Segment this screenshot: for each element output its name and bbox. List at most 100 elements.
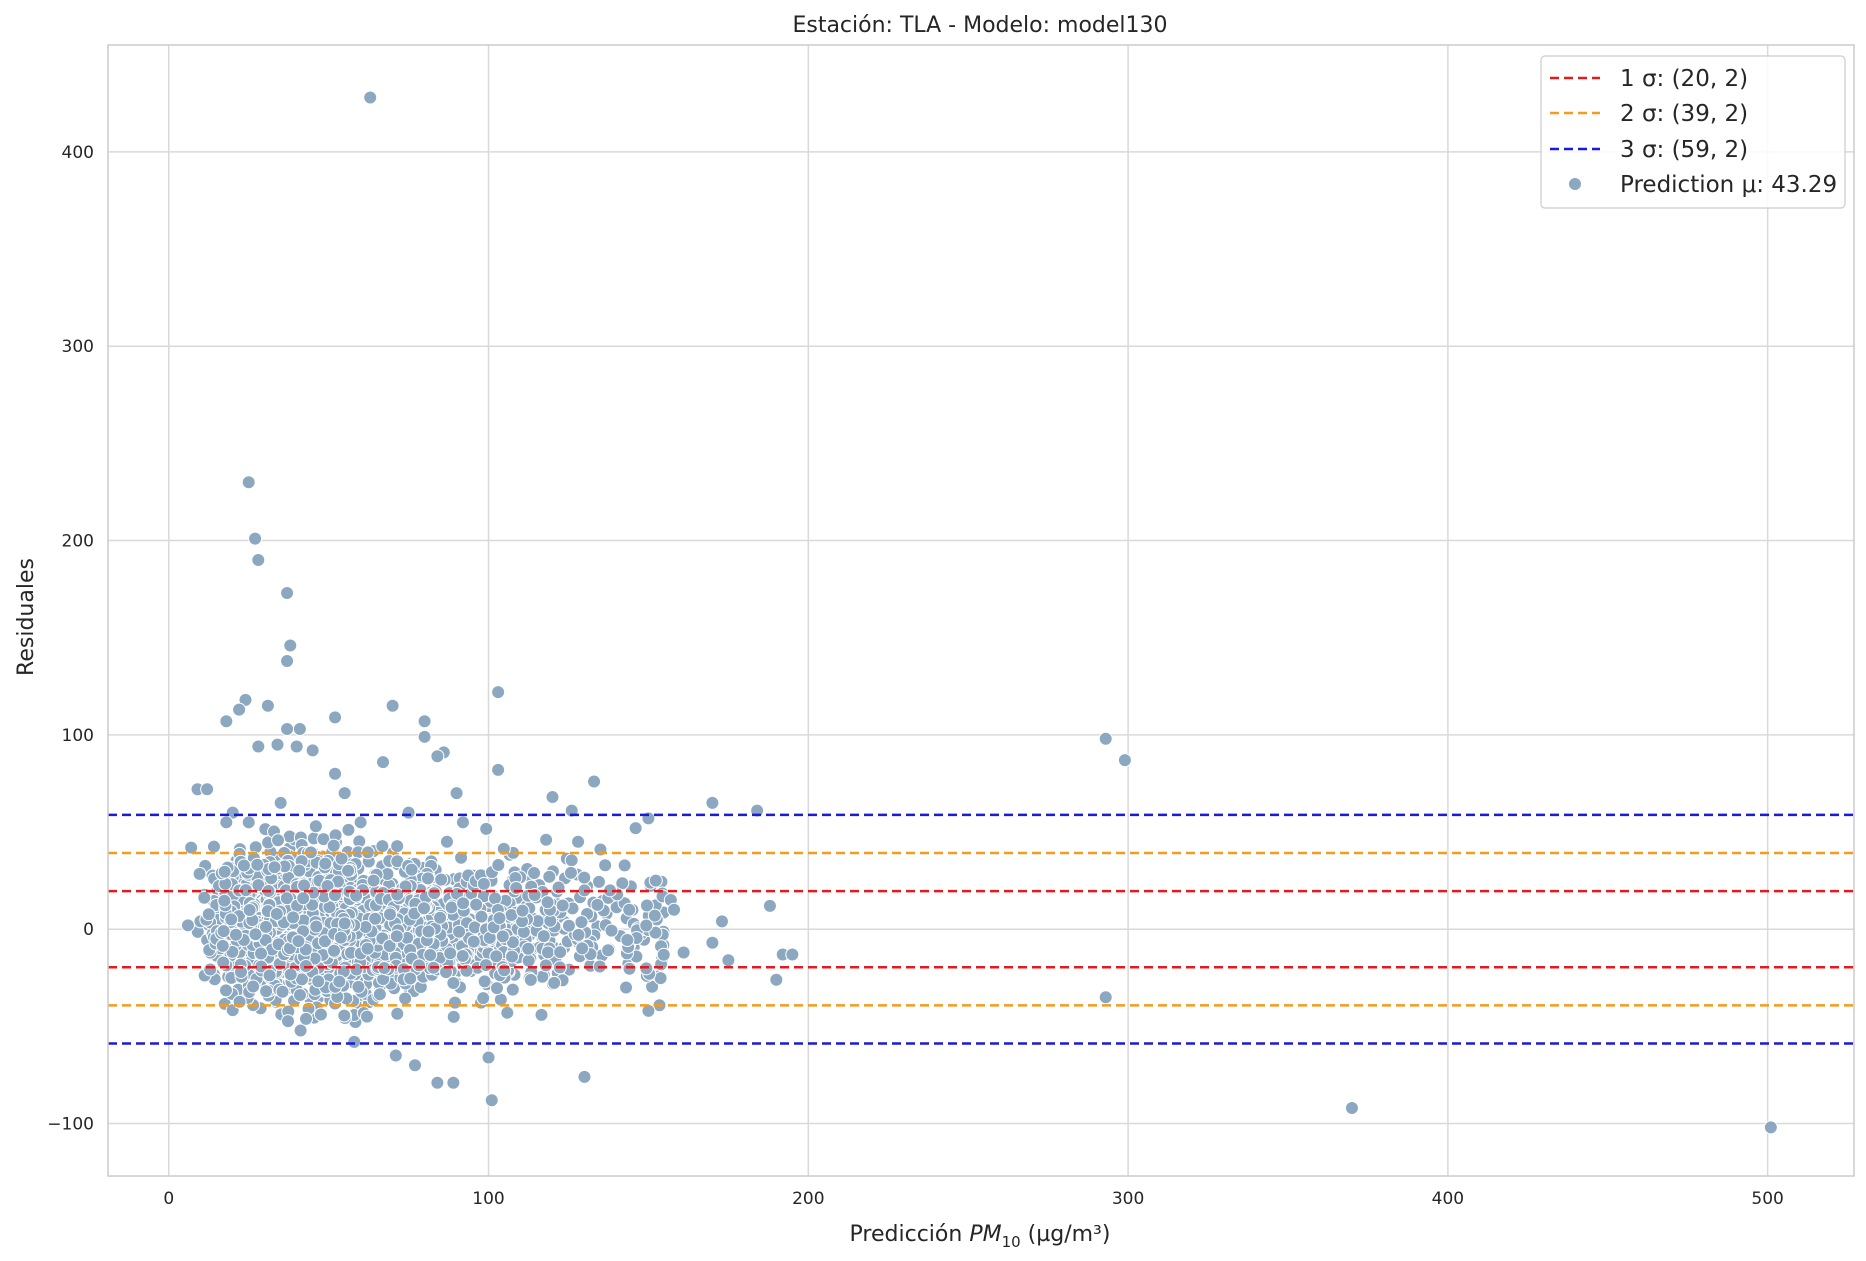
scatter-point [705, 795, 720, 810]
scatter-point [577, 870, 592, 885]
scatter-point [224, 912, 239, 927]
scatter-point [523, 972, 538, 987]
scatter-point [538, 958, 553, 973]
scatter-point [201, 907, 216, 922]
scatter-point [332, 974, 347, 989]
scatter-point [236, 858, 251, 873]
scatter-point [443, 946, 458, 961]
scatter-point [561, 918, 576, 933]
scatter-point [521, 953, 536, 968]
scatter-point [180, 918, 195, 933]
scatter-point [639, 918, 654, 933]
x-tick-label: 300 [1112, 1189, 1144, 1209]
scatter-point [215, 938, 230, 953]
scatter-point [385, 698, 400, 713]
scatter-point [296, 891, 311, 906]
scatter-point [515, 903, 530, 918]
legend-box [1540, 55, 1846, 209]
scatter-point [238, 692, 253, 707]
scatter-point [476, 876, 491, 891]
scatter-point [401, 805, 416, 820]
scatter-point [260, 698, 275, 713]
scatter-point [280, 586, 295, 601]
tick-labels: 0 100 200 300 400 500 −100 0 100 200 300 400 [47, 143, 1784, 1209]
scatter-point [298, 958, 313, 973]
scatter-point [536, 929, 551, 944]
scatter-point [311, 974, 326, 989]
scatter-point [555, 898, 570, 913]
scatter-point [714, 914, 729, 929]
scatter-point [622, 902, 637, 917]
scatter-point [318, 856, 333, 871]
scatter-point [242, 903, 257, 918]
x-tick-label: 0 [163, 1189, 174, 1209]
x-tick-label: 200 [792, 1189, 824, 1209]
scatter-point [492, 911, 507, 926]
scatter-point [439, 834, 454, 849]
scatter-point [217, 893, 232, 908]
legend-marker-prediction [1568, 177, 1582, 191]
scatter-point [617, 858, 632, 873]
scatter-point [333, 930, 348, 945]
scatter-point [192, 866, 207, 881]
scatter-point [258, 919, 273, 934]
scatter-point [505, 949, 520, 964]
scatter-point [292, 988, 307, 1003]
scatter-point [219, 815, 234, 830]
y-tick-label: 400 [62, 143, 94, 163]
scatter-point [327, 943, 342, 958]
scatter-point [434, 872, 449, 887]
scatter-point [476, 991, 491, 1006]
scatter-point [598, 858, 613, 873]
scatter-point [491, 762, 506, 777]
scatter-point [574, 915, 589, 930]
y-tick-label: 200 [62, 532, 94, 552]
scatter-point [360, 1009, 375, 1024]
scatter-point [200, 782, 215, 797]
scatter-point [705, 935, 720, 950]
scatter-point [368, 911, 383, 926]
scatter-point [509, 880, 524, 895]
scatter-point [283, 967, 298, 982]
scatter-point [491, 685, 506, 700]
scatter-point [320, 878, 335, 893]
scatter-point [232, 702, 247, 717]
scatter-point [328, 710, 343, 725]
scatter-point [248, 927, 263, 942]
scatter-point [527, 866, 542, 881]
scatter-point [216, 924, 231, 939]
scatter-point [446, 1075, 461, 1090]
scatter-point [372, 987, 387, 1002]
scatter-point [477, 974, 492, 989]
chart-title: Estación: TLA - Modelo: model130 [792, 13, 1167, 38]
scatter-point [292, 863, 307, 878]
scatter-point [375, 839, 390, 854]
scatter-point [313, 1007, 328, 1022]
scatter-point [497, 963, 512, 978]
scatter-point [248, 531, 263, 546]
scatter-point [351, 979, 366, 994]
scatter-point [489, 981, 504, 996]
scatter-point [347, 1034, 362, 1049]
x-axis-title: Predicción PM10 (µg/m³) [850, 1222, 1111, 1251]
scatter-point [360, 941, 375, 956]
scatter-point [353, 815, 368, 830]
scatter-point [241, 815, 256, 830]
scatter-point [534, 1007, 549, 1022]
scatter-point [349, 888, 364, 903]
scatter-point [427, 886, 442, 901]
scatter-point [228, 927, 243, 942]
scatter-point [769, 972, 784, 987]
scatter-point [251, 552, 266, 567]
scatter-point [484, 1093, 499, 1108]
scatter-point [1098, 731, 1113, 746]
scatter-point [382, 907, 397, 922]
scatter-point [676, 945, 691, 960]
y-tick-label: −100 [47, 1115, 94, 1135]
scatter-point [262, 968, 277, 983]
legend-label-prediction: Prediction μ: 43.29 [1620, 172, 1837, 198]
scatter-point [412, 958, 427, 973]
scatter-point [416, 901, 431, 916]
scatter-point [398, 991, 413, 1006]
scatter-point [337, 916, 352, 931]
